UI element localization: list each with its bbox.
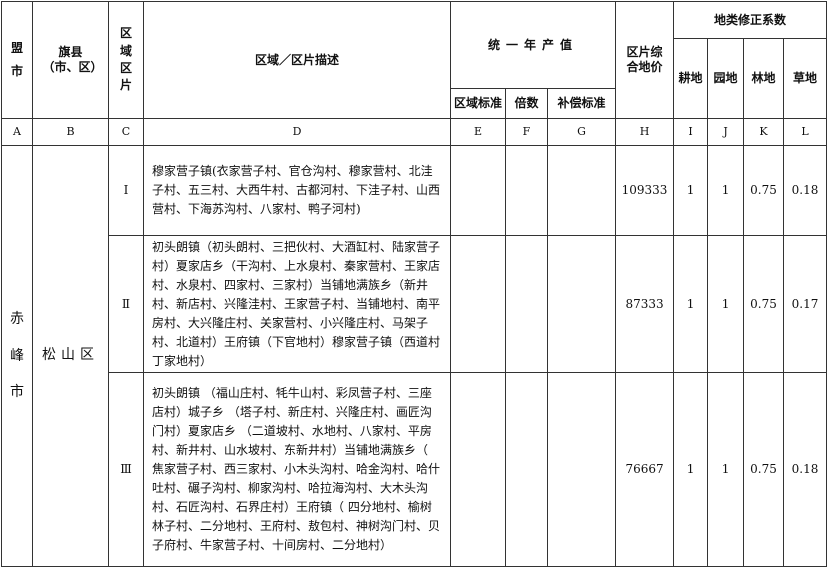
header-zone: 区域区片 <box>108 1 144 119</box>
header-cultivated: 耕地 <box>673 38 709 119</box>
description-cell: 穆家营子镇(衣家营子村、官仓沟村、穆家营村、北洼子村、五三村、大西牛村、古都河村… <box>143 145 451 236</box>
col-letter: G <box>546 118 617 146</box>
forest-cell: 0.75 <box>743 235 785 373</box>
header-county: 旗县（市、区） <box>32 1 109 119</box>
table-row: Ⅱ 初头朗镇（初头朗村、三把伙村、大酒缸村、陆家营子村）夏家店乡（干沟村、上水泉… <box>2 235 828 373</box>
header-garden: 园地 <box>707 38 745 119</box>
compensation-cell <box>546 235 617 373</box>
zone-standard-cell <box>450 235 506 373</box>
price-cell: 109333 <box>615 145 675 236</box>
price-cell: 76667 <box>615 372 675 567</box>
multiple-cell <box>505 235 548 373</box>
col-letter: A <box>1 118 33 146</box>
header-forest: 林地 <box>743 38 785 119</box>
description-cell: 初头朗镇（初头朗村、三把伙村、大酒缸村、陆家营子村）夏家店乡（干沟村、上水泉村、… <box>143 235 451 373</box>
header-composite-price: 区片综合地价 <box>615 1 675 119</box>
zone-standard-cell <box>450 145 506 236</box>
forest-cell: 0.75 <box>743 145 785 236</box>
cultivated-cell: 1 <box>673 372 709 567</box>
col-letter: B <box>32 118 109 146</box>
header-league-city: 盟市 <box>1 1 33 119</box>
zone-cell: Ⅲ <box>108 372 144 567</box>
cultivated-cell: 1 <box>673 235 709 373</box>
col-letter: D <box>143 118 451 146</box>
col-letter: L <box>783 118 828 146</box>
garden-cell: 1 <box>707 235 745 373</box>
grass-cell: 0.17 <box>783 235 828 373</box>
grass-cell: 0.18 <box>783 372 828 567</box>
zone-cell: Ⅰ <box>108 145 144 236</box>
description-cell: 初头朗镇 （福山庄村、牦牛山村、彩凤营子村、三座店村）城子乡 （塔子村、新庄村、… <box>143 372 451 567</box>
multiple-cell <box>505 372 548 567</box>
compensation-cell <box>546 372 617 567</box>
table-row: 赤峰市 松山区 Ⅰ 穆家营子镇(衣家营子村、官仓沟村、穆家营村、北洼子村、五三村… <box>1 145 828 567</box>
col-letter: C <box>108 118 144 146</box>
header-annual-output: 统一年产值 <box>449 1 617 89</box>
county-cell: 松山区 <box>32 145 109 567</box>
city-cell: 赤峰市 <box>1 145 33 567</box>
grass-cell: 0.18 <box>783 145 828 236</box>
col-letter: J <box>707 118 745 146</box>
multiple-cell <box>505 145 548 236</box>
zone-cell: Ⅱ <box>108 235 144 373</box>
letter-row: A B C D E F G H I J K L <box>1 118 828 146</box>
table-row: Ⅲ 初头朗镇 （福山庄村、牦牛山村、彩凤营子村、三座店村）城子乡 （塔子村、新庄… <box>2 372 828 567</box>
garden-cell: 1 <box>707 372 745 567</box>
price-cell: 87333 <box>615 235 675 373</box>
header-description: 区域／区片描述 <box>143 1 451 119</box>
forest-cell: 0.75 <box>743 372 785 567</box>
col-letter: F <box>505 118 548 146</box>
header-grass: 草地 <box>783 38 828 119</box>
col-letter: K <box>743 118 785 146</box>
cultivated-cell: 1 <box>673 145 709 236</box>
header-multiple: 倍数 <box>505 88 548 119</box>
header-land-factor: 地类修正系数 <box>673 1 828 39</box>
col-letter: H <box>615 118 675 146</box>
garden-cell: 1 <box>707 145 745 236</box>
col-letter: E <box>450 118 506 146</box>
col-letter: I <box>673 118 709 146</box>
compensation-cell <box>546 145 617 236</box>
header-compensation-standard: 补偿标准 <box>546 88 617 119</box>
header-zone-standard: 区域标准 <box>450 88 506 119</box>
zone-standard-cell <box>450 372 506 567</box>
